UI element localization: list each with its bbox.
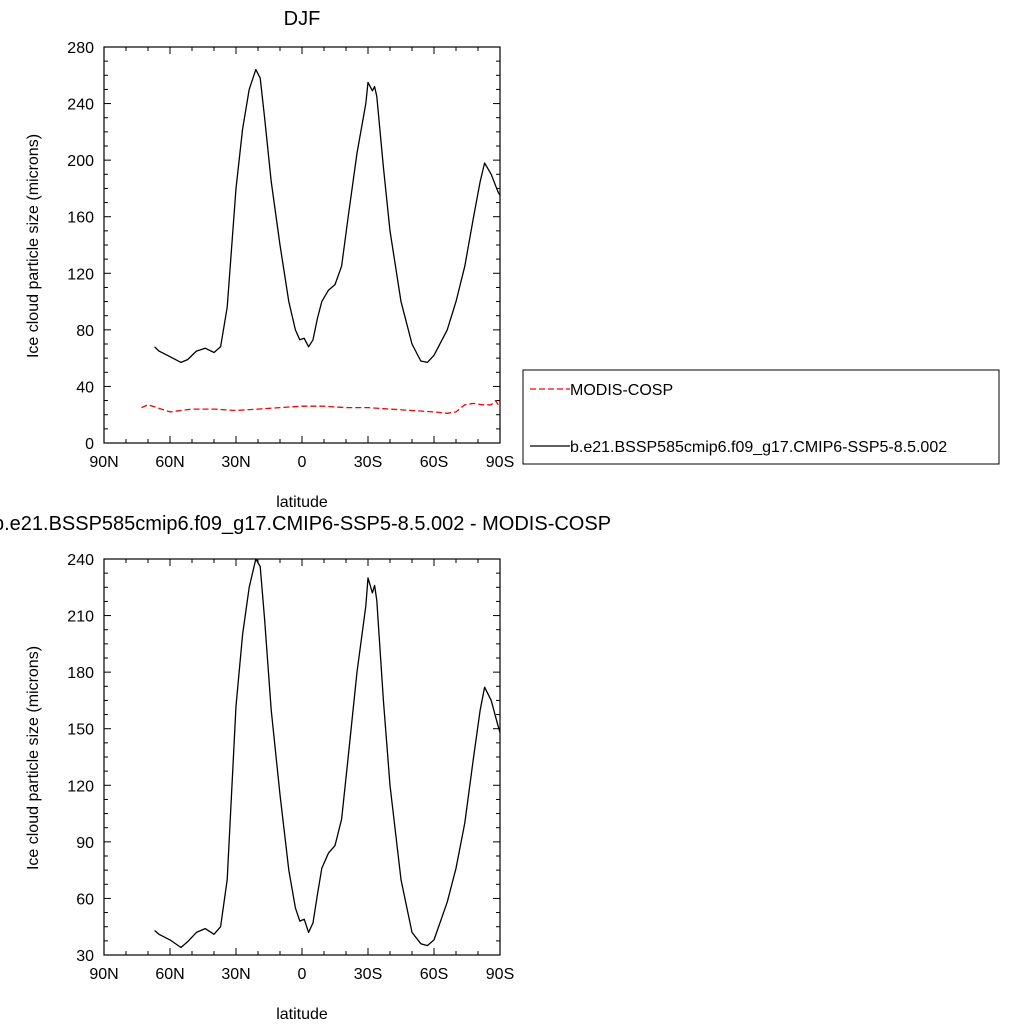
plot-frame [103,46,501,444]
y-tick-label: 120 [67,778,94,795]
y-tick-label: 280 [67,40,94,57]
legend: MODIS-COSP b.e21.BSSP585cmip6.f09_g17.CM… [522,369,1000,465]
y-tick-label: 120 [67,266,94,283]
y-axis-label: Ice cloud particle size (microns) [25,646,42,870]
x-tick-label: 60S [420,454,448,471]
x-axis-label: latitude [276,1006,328,1023]
y-tick-label: 30 [76,948,94,965]
y-tick-label: 60 [76,891,94,908]
y-axis-label: Ice cloud particle size (microns) [25,134,42,358]
x-tick-label: 90S [486,454,514,471]
chart-title: DJF [284,8,321,30]
x-tick-label: 30N [221,454,250,471]
series-line-model [154,68,501,364]
y-tick-label: 240 [67,97,94,114]
y-tick-label: 210 [67,609,94,626]
series-line-model [154,558,501,949]
legend-box [522,369,1000,465]
x-tick-label: 30N [221,966,250,983]
x-tick-label: 0 [298,966,307,983]
x-tick-label: 90N [89,454,118,471]
x-tick-label: 90S [486,966,514,983]
plot-frame [103,558,501,956]
y-tick-label: 160 [67,210,94,227]
y-tick-label: 40 [76,379,94,396]
x-tick-label: 60S [420,966,448,983]
x-axis-label: latitude [276,494,328,511]
x-tick-label: 60N [155,966,184,983]
y-tick-label: 150 [67,722,94,739]
legend-label-modis: MODIS-COSP [570,382,673,399]
panel-bottom: b.e21.BSSP585cmip6.f09_g17.CMIP6-SSP5-8.… [0,513,611,1023]
y-tick-label: 80 [76,323,94,340]
series-line-modis [141,399,501,414]
x-tick-label: 30S [354,966,382,983]
x-tick-label: 0 [298,454,307,471]
chart-title: b.e21.BSSP585cmip6.f09_g17.CMIP6-SSP5-8.… [0,513,611,535]
y-tick-label: 90 [76,835,94,852]
panel-top: DJF latitude Ice cloud particle size (mi… [25,8,514,511]
x-tick-label: 90N [89,966,118,983]
y-tick-label: 240 [67,552,94,569]
x-tick-label: 60N [155,454,184,471]
y-tick-label: 180 [67,665,94,682]
y-tick-label: 200 [67,153,94,170]
y-tick-label: 0 [85,436,94,453]
legend-label-model: b.e21.BSSP585cmip6.f09_g17.CMIP6-SSP5-8.… [570,439,947,456]
x-tick-label: 30S [354,454,382,471]
